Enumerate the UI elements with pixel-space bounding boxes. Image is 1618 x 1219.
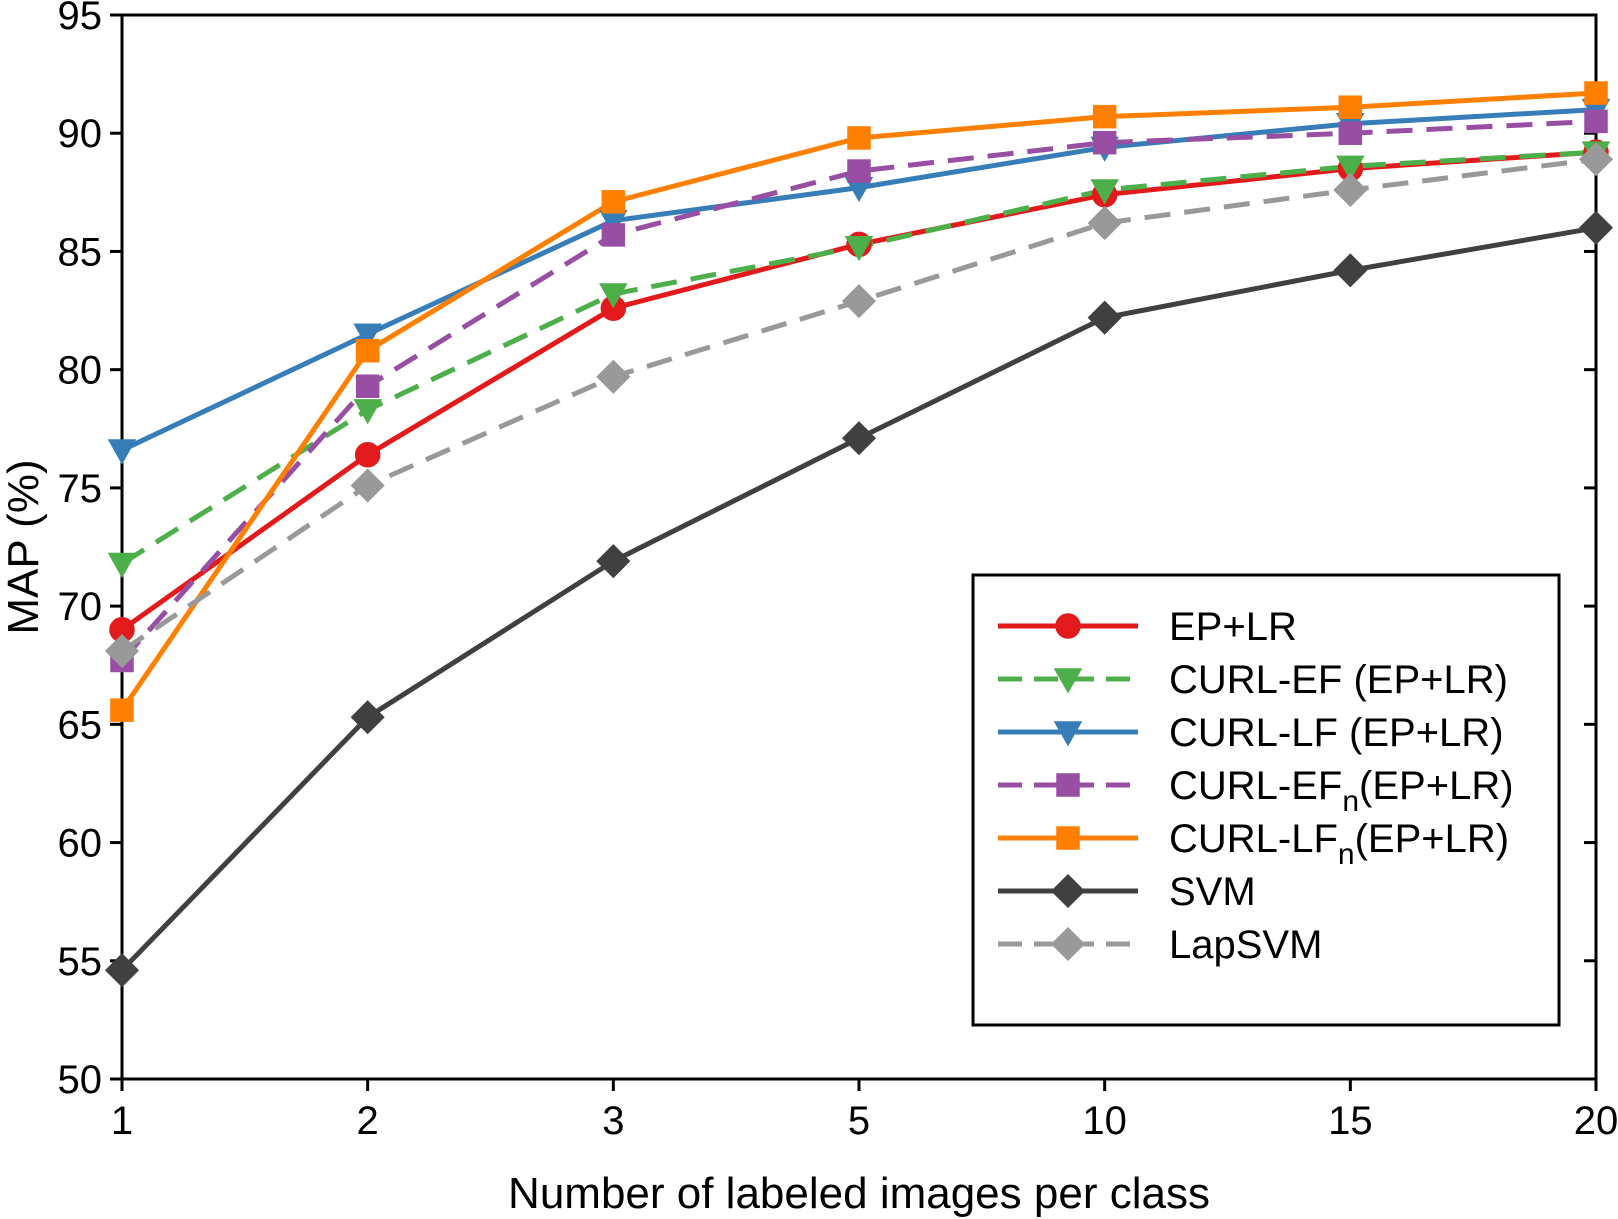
legend-label: CURL-EF (EP+LR)	[1169, 658, 1508, 702]
data-point-curl-ef-ep-lr	[1090, 179, 1119, 205]
legend-marker	[1053, 668, 1083, 694]
legend-marker	[1050, 926, 1086, 962]
x-tick-label: 2	[357, 1099, 379, 1143]
data-point-curl-lfn-ep-lr	[1584, 81, 1608, 105]
legend-label-main: CURL-LF (EP+LR)	[1169, 711, 1504, 755]
legend-label-main: LapSVM	[1169, 923, 1322, 967]
legend-label-main: CURL-EF (EP+LR)	[1169, 658, 1508, 702]
legend-label-main: CURL-EF	[1169, 764, 1342, 808]
data-point-curl-efn-ep-lr	[847, 159, 871, 183]
data-point-curl-lfn-ep-lr	[847, 126, 871, 150]
legend-label-tail: (EP+LR)	[1359, 764, 1514, 808]
legend-label-subscript: n	[1338, 838, 1355, 871]
legend-label-main: EP+LR	[1169, 605, 1297, 649]
data-point-curl-efn-ep-lr	[1584, 109, 1608, 134]
y-tick-label: 60	[58, 822, 103, 866]
data-point-curl-efn-ep-lr	[601, 223, 626, 247]
legend-label: CURL-EFn(EP+LR)	[1169, 764, 1514, 818]
x-tick-label: 10	[1082, 1099, 1127, 1143]
data-point-lapsvm	[1578, 142, 1614, 177]
data-point-lapsvm	[350, 468, 385, 503]
data-point-curl-efn-ep-lr	[1338, 121, 1363, 145]
x-axis-ticks: 1 2 3 5 10 15 20	[111, 1079, 1618, 1143]
x-axis-title: Number of labeled images per class	[508, 1169, 1210, 1218]
data-point-curl-ef-ep-lr	[844, 235, 874, 262]
data-point-svm	[1333, 253, 1368, 288]
y-axis-title: MAP (%)	[0, 459, 48, 634]
series-line-curl-ef-ep-lr	[120, 149, 1597, 566]
data-point-curl-lfn-ep-lr	[355, 339, 380, 363]
y-tick-label: 50	[58, 1058, 103, 1102]
data-point-ep-lr	[354, 442, 381, 468]
legend-marker	[1056, 826, 1080, 850]
data-point-svm	[350, 700, 385, 735]
data-point-curl-lf-ep-lr	[107, 439, 137, 465]
data-point-svm	[841, 421, 877, 456]
y-tick-label: 70	[58, 585, 103, 629]
legend-marker	[1050, 873, 1086, 909]
legend-label: CURL-LFn(EP+LR)	[1169, 817, 1509, 871]
legend-label-tail: (EP+LR)	[1355, 817, 1510, 861]
y-tick-label: 95	[58, 0, 103, 38]
y-tick-label: 65	[58, 703, 103, 747]
data-point-curl-lfn-ep-lr	[1338, 95, 1363, 119]
data-point-lapsvm	[841, 284, 877, 319]
legend-label-main: SVM	[1169, 870, 1256, 914]
legend-label: CURL-LF (EP+LR)	[1169, 711, 1504, 755]
legend-label: SVM	[1169, 870, 1256, 914]
data-point-curl-efn-ep-lr	[355, 374, 380, 398]
data-point-curl-ef-ep-lr	[107, 552, 137, 579]
x-tick-label: 15	[1328, 1099, 1373, 1143]
data-point-curl-ef-ep-lr	[599, 283, 628, 309]
data-point-curl-ef-ep-lr	[353, 399, 382, 425]
data-point-curl-lfn-ep-lr	[601, 190, 626, 214]
y-tick-label: 80	[58, 349, 103, 393]
y-axis-ticks: 50 55 60 65 70 75 80 85 90 95	[58, 0, 1596, 1102]
data-point-curl-ef-ep-lr	[1336, 155, 1365, 181]
legend-marker	[1056, 773, 1080, 797]
data-point-svm	[104, 953, 140, 988]
y-tick-label: 75	[58, 467, 103, 511]
series-markers	[104, 81, 1614, 988]
data-point-curl-lf-ep-lr	[353, 323, 382, 349]
legend-label-subscript: n	[1342, 785, 1359, 818]
y-tick-label: 85	[58, 230, 103, 274]
data-point-lapsvm	[104, 633, 140, 669]
x-tick-label: 1	[111, 1099, 133, 1143]
y-tick-label: 90	[58, 112, 103, 156]
legend-label: LapSVM	[1169, 923, 1322, 967]
x-tick-label: 3	[602, 1099, 624, 1143]
data-point-lapsvm	[596, 359, 631, 394]
data-point-svm	[596, 544, 631, 579]
legend-marker	[1053, 721, 1083, 747]
y-tick-label: 55	[58, 940, 103, 984]
data-point-curl-efn-ep-lr	[1092, 130, 1117, 155]
data-point-curl-lfn-ep-lr	[110, 698, 134, 722]
data-point-svm	[1578, 210, 1614, 245]
data-point-curl-lfn-ep-lr	[1092, 104, 1117, 129]
x-tick-label: 5	[848, 1099, 870, 1143]
legend-marker	[1055, 613, 1081, 639]
x-tick-label: 20	[1574, 1099, 1618, 1143]
legend-label: EP+LR	[1169, 605, 1297, 649]
data-point-lapsvm	[1087, 206, 1122, 241]
legend-label-main: CURL-LF	[1169, 817, 1338, 861]
data-point-lapsvm	[1333, 172, 1368, 208]
data-point-svm	[1087, 300, 1122, 335]
